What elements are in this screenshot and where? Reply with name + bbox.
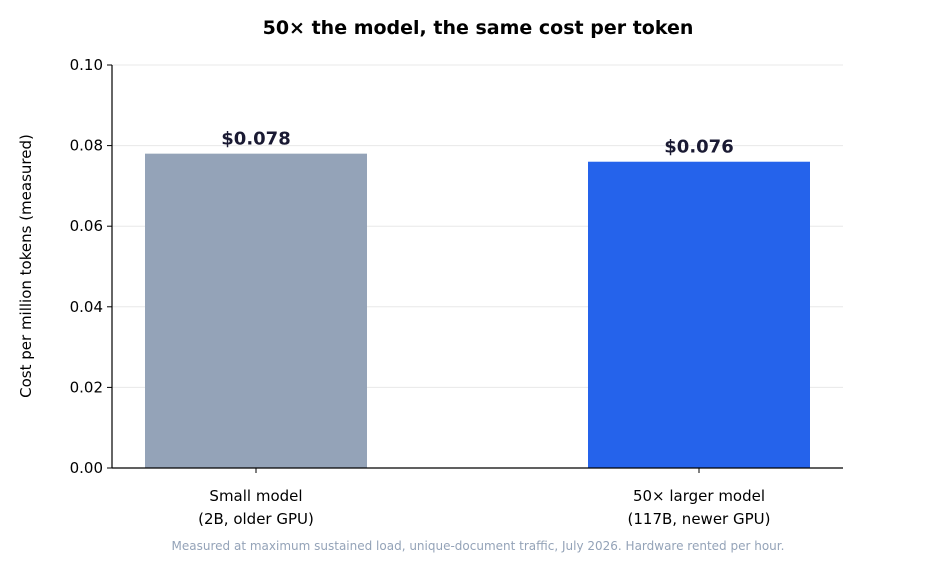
bar	[145, 153, 367, 468]
chart-title: 50× the model, the same cost per token	[263, 17, 694, 39]
y-tick-label: 0.02	[70, 378, 103, 396]
bars: $0.078 $0.076	[145, 129, 810, 468]
bar-value-label: $0.076	[664, 137, 733, 158]
x-axis: Small model (2B, older GPU) 50× larger mod…	[112, 467, 843, 528]
bar	[588, 161, 810, 468]
y-tick-label: 0.00	[70, 459, 103, 477]
y-axis: 0.00 0.02 0.04 0.06 0.08 0.10	[70, 56, 113, 477]
footnote: Measured at maximum sustained load, uniq…	[172, 539, 785, 553]
x-tick-label: (117B, newer GPU)	[628, 510, 771, 528]
y-axis-label: Cost per million tokens (measured)	[17, 134, 35, 398]
y-tick-label: 0.08	[70, 137, 103, 155]
x-tick-label: 50× larger model	[633, 487, 765, 505]
y-tick-label: 0.10	[70, 56, 103, 74]
x-tick-label: (2B, older GPU)	[198, 510, 314, 528]
y-tick-label: 0.06	[70, 217, 103, 235]
bar-value-label: $0.078	[221, 129, 290, 150]
x-tick-label: Small model	[209, 487, 302, 505]
y-tick-label: 0.04	[70, 298, 103, 316]
